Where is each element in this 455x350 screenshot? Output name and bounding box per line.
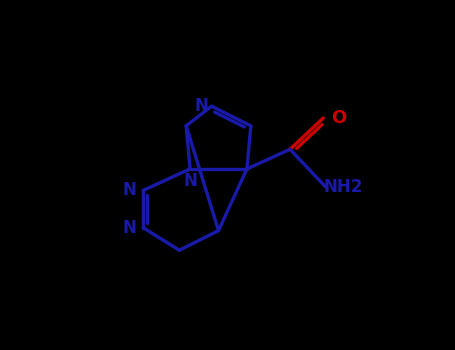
- Text: N: N: [195, 97, 209, 115]
- Text: N: N: [122, 219, 136, 237]
- Text: N: N: [183, 172, 197, 190]
- Text: NH2: NH2: [323, 177, 363, 196]
- Text: N: N: [122, 181, 136, 200]
- Text: O: O: [331, 109, 347, 127]
